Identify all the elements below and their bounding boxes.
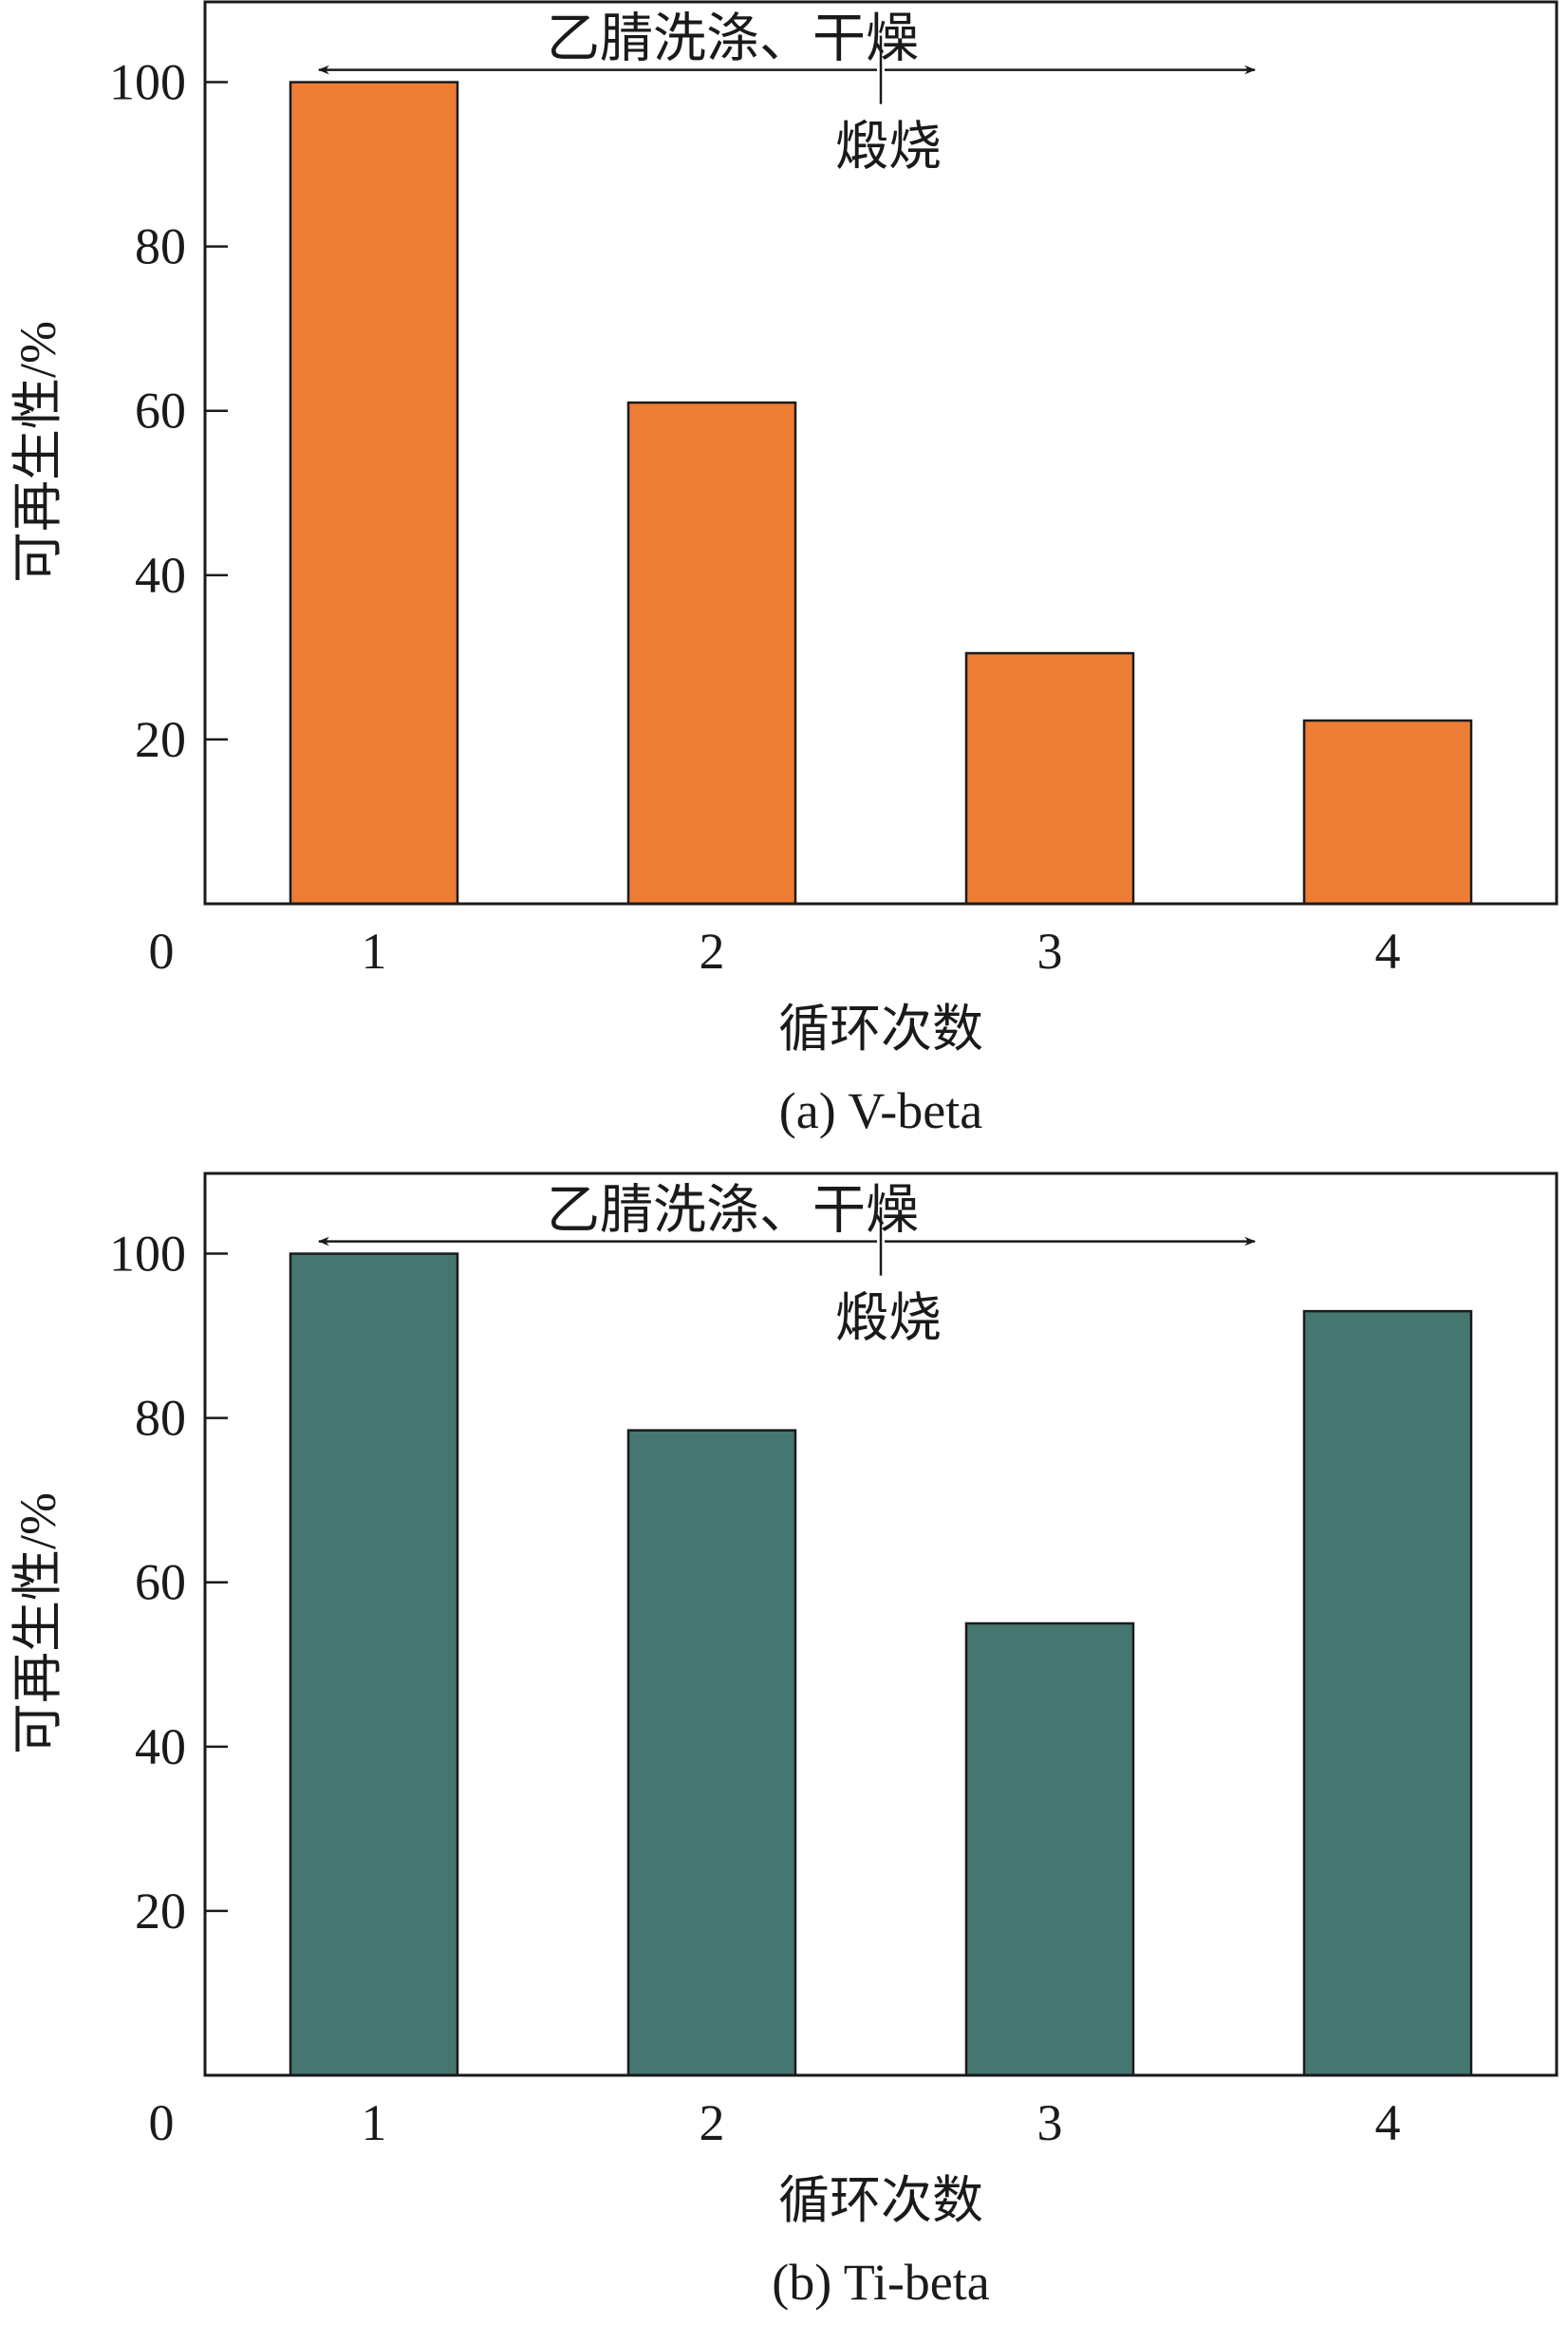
- y-tick-label: 100: [109, 1226, 186, 1283]
- x-tick-label: 2: [700, 923, 725, 980]
- x-tick-label: 3: [1037, 2094, 1063, 2151]
- y-tick-label: 80: [135, 1390, 186, 1447]
- x-axis-title: 循环次数: [778, 2172, 983, 2229]
- y-axis-ticks: 20 40 60 80 100: [109, 54, 228, 768]
- chart-ti-beta-svg: 20 40 60 80 100 1 2 3 4 0 循环次数 可再生性/% 乙腈洗涤、干燥 煅…: [9, 1172, 1559, 2311]
- bar-4: [1302, 1309, 1473, 2077]
- bars-group: [289, 1252, 1473, 2077]
- y-tick-label: 60: [135, 1554, 186, 1611]
- chart-caption: (a) V-beta: [779, 1082, 982, 1139]
- y-axis-title: 可再生性/%: [9, 1492, 66, 1754]
- bar-2: [626, 401, 797, 906]
- y-tick-label: 80: [135, 218, 186, 275]
- plot-frame: [203, 1172, 1559, 2077]
- origin-label: 0: [149, 2094, 175, 2151]
- chart-v-beta: 20 40 60 80 100 1 2 3 4 0 循环次数 可再生性/% 乙腈洗涤、干燥 煅…: [9, 0, 1559, 1139]
- y-tick-label: 60: [135, 383, 186, 440]
- y-tick-label: 100: [109, 54, 186, 111]
- chart-caption: (b) Ti-beta: [772, 2254, 990, 2311]
- x-tick-label: 3: [1037, 923, 1063, 980]
- y-tick-label: 20: [135, 1883, 186, 1940]
- x-tick-label: 2: [700, 2094, 725, 2151]
- calcine-label: 煅烧: [835, 1290, 942, 1349]
- x-tick-label: 1: [362, 923, 387, 980]
- bar-1: [289, 1252, 459, 2077]
- x-axis-ticks: 1 2 3 4: [362, 923, 1401, 980]
- bar-4: [1302, 719, 1473, 906]
- x-tick-label: 4: [1375, 923, 1401, 980]
- x-axis-title: 循环次数: [778, 1001, 983, 1058]
- x-tick-label: 4: [1375, 2094, 1401, 2151]
- process-annotation: 乙腈洗涤、干燥 煅烧: [317, 10, 1257, 178]
- x-tick-label: 1: [362, 2094, 387, 2151]
- wash-label: 乙腈洗涤、干燥: [547, 1182, 919, 1241]
- bar-2: [626, 1429, 797, 2077]
- y-tick-label: 20: [135, 711, 186, 768]
- process-annotation: 乙腈洗涤、干燥 煅烧: [317, 1182, 1257, 1349]
- y-axis-title: 可再生性/%: [9, 321, 66, 583]
- bar-3: [964, 1621, 1135, 2077]
- calcine-label: 煅烧: [835, 119, 942, 178]
- chart-ti-beta: 20 40 60 80 100 1 2 3 4 0 循环次数 可再生性/% 乙腈洗涤、干燥 煅…: [0, 1172, 1568, 2343]
- origin-label: 0: [149, 923, 175, 980]
- wash-label: 乙腈洗涤、干燥: [547, 10, 919, 69]
- x-axis-ticks: 1 2 3 4: [362, 2094, 1401, 2151]
- y-tick-label: 40: [135, 547, 186, 604]
- y-axis-ticks: 20 40 60 80 100: [109, 1226, 228, 1940]
- bars-group: [289, 81, 1473, 906]
- bar-3: [964, 651, 1135, 906]
- bar-1: [289, 81, 459, 906]
- chart-v-beta-svg: 20 40 60 80 100 1 2 3 4 0 循环次数 可再生性/% 乙腈洗涤、干燥 煅…: [9, 0, 1559, 1139]
- y-tick-label: 40: [135, 1718, 186, 1775]
- plot-frame: [203, 0, 1559, 906]
